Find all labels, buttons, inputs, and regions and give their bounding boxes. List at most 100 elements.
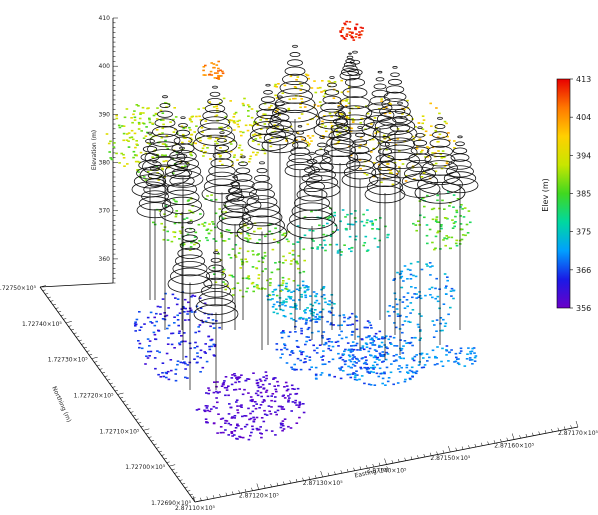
data-point (448, 139, 451, 142)
y-tick (148, 436, 152, 438)
crown-ring (145, 178, 165, 187)
data-point (333, 303, 336, 305)
data-point (244, 415, 248, 417)
data-point (328, 310, 332, 313)
data-point (227, 434, 230, 436)
data-point (372, 371, 375, 374)
data-point (388, 102, 391, 105)
data-point (380, 100, 383, 102)
data-point (216, 381, 219, 383)
data-point (259, 386, 263, 388)
y-tick (78, 339, 82, 341)
data-point (202, 107, 206, 109)
data-point (144, 135, 148, 137)
data-point (284, 315, 287, 318)
data-point (178, 312, 182, 314)
y-tick (138, 422, 142, 424)
data-point (288, 397, 291, 399)
data-point (281, 424, 285, 427)
data-point (308, 309, 312, 312)
data-point (381, 354, 385, 357)
data-point (399, 349, 403, 352)
data-point (167, 324, 171, 327)
data-point (204, 352, 207, 354)
data-point (164, 139, 167, 142)
data-point (322, 287, 325, 290)
crown-ring (145, 138, 155, 144)
crown-ring (170, 267, 210, 285)
data-point (194, 142, 197, 145)
data-point (311, 230, 315, 232)
data-point (206, 195, 209, 197)
data-point (148, 121, 152, 124)
data-point (408, 369, 412, 372)
data-point (251, 250, 255, 252)
data-point (459, 206, 462, 208)
data-point (245, 423, 249, 426)
data-point (182, 307, 186, 309)
data-point (239, 436, 242, 439)
data-point (384, 225, 387, 228)
data-point (327, 345, 331, 347)
data-point (387, 168, 390, 171)
data-point (294, 393, 297, 395)
data-point (415, 354, 418, 356)
crown-ring (167, 156, 199, 171)
data-point (357, 360, 361, 362)
data-point (243, 425, 247, 428)
data-point (203, 409, 206, 412)
data-point (364, 356, 367, 358)
data-point (287, 109, 291, 111)
data-point (153, 324, 157, 327)
data-point (253, 121, 256, 123)
data-point (249, 412, 252, 415)
data-point (298, 82, 302, 85)
data-point (195, 115, 198, 118)
data-point (386, 310, 390, 313)
data-point (333, 81, 337, 83)
data-point (452, 194, 456, 196)
crown-ring (335, 114, 375, 132)
data-point (316, 246, 320, 248)
data-point (246, 287, 249, 290)
data-point (178, 230, 182, 232)
data-point (467, 210, 471, 212)
data-point (276, 241, 280, 244)
data-point (287, 399, 290, 401)
data-point (268, 140, 272, 142)
crown-ring (350, 145, 370, 155)
data-point (417, 326, 421, 328)
tree-model (441, 135, 479, 330)
data-point (244, 124, 248, 127)
data-point (148, 345, 151, 347)
data-point (272, 303, 276, 306)
crown-ring (315, 115, 349, 130)
data-point (283, 84, 287, 87)
data-point (341, 209, 345, 211)
data-point (238, 388, 241, 390)
data-point (229, 424, 233, 426)
x-tick (200, 497, 202, 501)
data-point (330, 322, 333, 324)
data-point (173, 347, 176, 349)
data-point (324, 342, 328, 345)
data-point (353, 356, 356, 358)
data-point (270, 136, 274, 139)
data-point (222, 281, 225, 283)
data-point (333, 112, 337, 114)
data-point (449, 247, 452, 250)
data-point (299, 403, 302, 405)
data-point (386, 234, 390, 236)
data-point (139, 326, 143, 328)
data-point (287, 278, 291, 280)
crown-ring (171, 143, 195, 154)
data-point (473, 356, 477, 359)
data-point (343, 38, 347, 40)
data-point (366, 371, 369, 373)
data-point (305, 355, 309, 358)
y-tick (130, 411, 134, 413)
data-point (246, 129, 250, 132)
data-point (285, 385, 289, 387)
data-point (314, 295, 317, 297)
